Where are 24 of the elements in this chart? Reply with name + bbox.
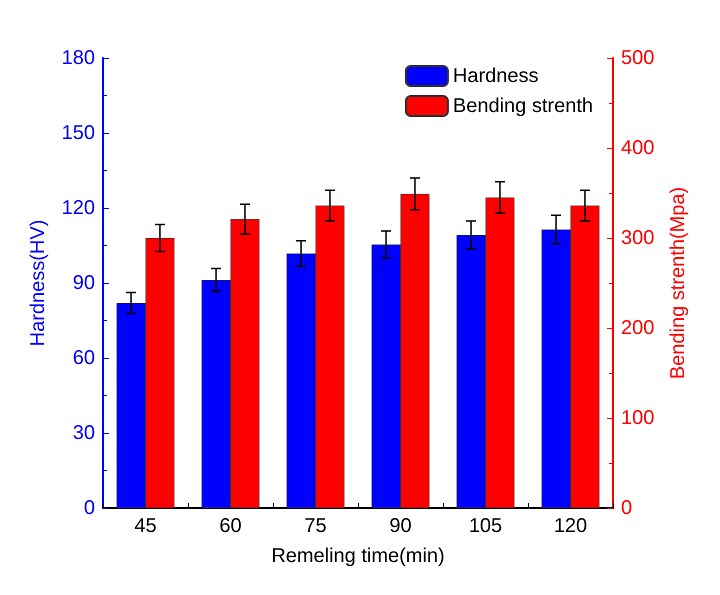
x-tick-label: 120 <box>554 515 588 537</box>
y-tick-label: 90 <box>72 272 95 294</box>
y2-tick-label: 300 <box>621 227 654 249</box>
y-tick-label: 0 <box>84 497 95 519</box>
y-tick-label: 150 <box>62 122 95 144</box>
y2-axis-title: Bending strenth(Mpa) <box>667 186 689 380</box>
x-axis-title: Remeling time(min) <box>271 545 445 567</box>
x-tick-label: 45 <box>134 515 157 537</box>
x-tick-label: 60 <box>219 515 242 537</box>
y2-tick-label: 0 <box>621 497 632 519</box>
y-tick-label: 120 <box>62 197 95 219</box>
x-tick-label: 105 <box>468 515 502 537</box>
y2-tick-label: 400 <box>621 137 654 159</box>
y2-tick-label: 500 <box>621 47 654 69</box>
y-tick-label: 30 <box>72 422 95 444</box>
legend-label: Bending strenth <box>452 95 594 117</box>
legend-label: Hardness <box>452 65 539 87</box>
y2-tick-label: 200 <box>621 317 654 339</box>
x-tick-label: 90 <box>389 515 412 537</box>
y-tick-label: 180 <box>62 47 95 69</box>
y-tick-label: 60 <box>72 347 95 369</box>
y2-tick-label: 100 <box>621 407 654 429</box>
x-tick-label: 75 <box>304 515 327 537</box>
y-axis-title: Hardness(HV) <box>27 220 49 346</box>
